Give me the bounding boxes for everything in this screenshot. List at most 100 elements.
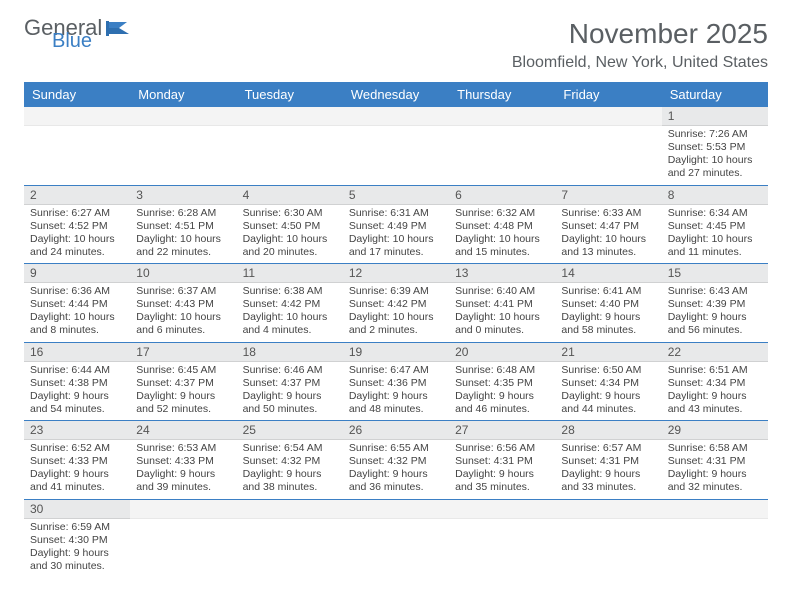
calendar-cell: 6Sunrise: 6:32 AMSunset: 4:48 PMDaylight… xyxy=(449,185,555,264)
sunrise-text: Sunrise: 6:53 AM xyxy=(136,442,230,455)
calendar-cell: 18Sunrise: 6:46 AMSunset: 4:37 PMDayligh… xyxy=(237,342,343,421)
sunrise-text: Sunrise: 6:32 AM xyxy=(455,207,549,220)
day-body: Sunrise: 6:27 AMSunset: 4:52 PMDaylight:… xyxy=(24,205,130,264)
day-number: 8 xyxy=(662,186,768,205)
calendar-cell: 2Sunrise: 6:27 AMSunset: 4:52 PMDaylight… xyxy=(24,185,130,264)
day-body: Sunrise: 6:53 AMSunset: 4:33 PMDaylight:… xyxy=(130,440,236,499)
daylight-text: Daylight: 9 hours and 52 minutes. xyxy=(136,390,230,416)
daylight-text: Daylight: 10 hours and 0 minutes. xyxy=(455,311,549,337)
daylight-text: Daylight: 10 hours and 6 minutes. xyxy=(136,311,230,337)
day-body: Sunrise: 6:46 AMSunset: 4:37 PMDaylight:… xyxy=(237,362,343,421)
day-number xyxy=(343,107,449,126)
brand-logo: General Blue xyxy=(24,18,133,50)
sunrise-text: Sunrise: 6:58 AM xyxy=(668,442,762,455)
calendar-cell: 24Sunrise: 6:53 AMSunset: 4:33 PMDayligh… xyxy=(130,421,236,500)
calendar-cell: 25Sunrise: 6:54 AMSunset: 4:32 PMDayligh… xyxy=(237,421,343,500)
sunset-text: Sunset: 4:51 PM xyxy=(136,220,230,233)
day-body: Sunrise: 6:45 AMSunset: 4:37 PMDaylight:… xyxy=(130,362,236,421)
sunrise-text: Sunrise: 6:30 AM xyxy=(243,207,337,220)
sunrise-text: Sunrise: 6:31 AM xyxy=(349,207,443,220)
sunset-text: Sunset: 4:35 PM xyxy=(455,377,549,390)
calendar-cell xyxy=(555,499,661,577)
calendar-cell xyxy=(130,107,236,185)
daylight-text: Daylight: 10 hours and 15 minutes. xyxy=(455,233,549,259)
day-number: 1 xyxy=(662,107,768,126)
sunrise-text: Sunrise: 6:39 AM xyxy=(349,285,443,298)
calendar-week-row: 16Sunrise: 6:44 AMSunset: 4:38 PMDayligh… xyxy=(24,342,768,421)
day-body: Sunrise: 6:40 AMSunset: 4:41 PMDaylight:… xyxy=(449,283,555,342)
daylight-text: Daylight: 9 hours and 35 minutes. xyxy=(455,468,549,494)
day-number: 19 xyxy=(343,343,449,362)
day-number: 26 xyxy=(343,421,449,440)
calendar-cell xyxy=(237,107,343,185)
daylight-text: Daylight: 9 hours and 32 minutes. xyxy=(668,468,762,494)
sunset-text: Sunset: 4:37 PM xyxy=(136,377,230,390)
day-body: Sunrise: 6:30 AMSunset: 4:50 PMDaylight:… xyxy=(237,205,343,264)
calendar-cell: 4Sunrise: 6:30 AMSunset: 4:50 PMDaylight… xyxy=(237,185,343,264)
calendar-cell: 15Sunrise: 6:43 AMSunset: 4:39 PMDayligh… xyxy=(662,264,768,343)
day-body: Sunrise: 6:44 AMSunset: 4:38 PMDaylight:… xyxy=(24,362,130,421)
sunset-text: Sunset: 5:53 PM xyxy=(668,141,762,154)
calendar-cell: 17Sunrise: 6:45 AMSunset: 4:37 PMDayligh… xyxy=(130,342,236,421)
calendar-week-row: 2Sunrise: 6:27 AMSunset: 4:52 PMDaylight… xyxy=(24,185,768,264)
sunset-text: Sunset: 4:30 PM xyxy=(30,534,124,547)
day-number: 29 xyxy=(662,421,768,440)
weekday-header: Tuesday xyxy=(237,82,343,107)
calendar-cell: 19Sunrise: 6:47 AMSunset: 4:36 PMDayligh… xyxy=(343,342,449,421)
calendar-cell xyxy=(130,499,236,577)
weekday-header: Wednesday xyxy=(343,82,449,107)
day-body: Sunrise: 6:55 AMSunset: 4:32 PMDaylight:… xyxy=(343,440,449,499)
header: General Blue November 2025 Bloomfield, N… xyxy=(24,18,768,72)
calendar-cell: 5Sunrise: 6:31 AMSunset: 4:49 PMDaylight… xyxy=(343,185,449,264)
calendar-cell: 12Sunrise: 6:39 AMSunset: 4:42 PMDayligh… xyxy=(343,264,449,343)
day-body: Sunrise: 6:36 AMSunset: 4:44 PMDaylight:… xyxy=(24,283,130,342)
sunrise-text: Sunrise: 6:54 AM xyxy=(243,442,337,455)
day-number: 13 xyxy=(449,264,555,283)
sunrise-text: Sunrise: 6:46 AM xyxy=(243,364,337,377)
daylight-text: Daylight: 9 hours and 33 minutes. xyxy=(561,468,655,494)
sunrise-text: Sunrise: 6:37 AM xyxy=(136,285,230,298)
sunset-text: Sunset: 4:32 PM xyxy=(349,455,443,468)
sunrise-text: Sunrise: 6:51 AM xyxy=(668,364,762,377)
sunset-text: Sunset: 4:47 PM xyxy=(561,220,655,233)
calendar-cell xyxy=(662,499,768,577)
day-body: Sunrise: 6:57 AMSunset: 4:31 PMDaylight:… xyxy=(555,440,661,499)
day-body: Sunrise: 6:28 AMSunset: 4:51 PMDaylight:… xyxy=(130,205,236,264)
day-body: Sunrise: 6:54 AMSunset: 4:32 PMDaylight:… xyxy=(237,440,343,499)
day-number: 12 xyxy=(343,264,449,283)
weekday-header: Sunday xyxy=(24,82,130,107)
sunrise-text: Sunrise: 6:28 AM xyxy=(136,207,230,220)
day-number xyxy=(130,500,236,519)
day-number xyxy=(343,500,449,519)
day-number: 27 xyxy=(449,421,555,440)
sunset-text: Sunset: 4:31 PM xyxy=(455,455,549,468)
calendar-cell: 23Sunrise: 6:52 AMSunset: 4:33 PMDayligh… xyxy=(24,421,130,500)
day-body: Sunrise: 6:38 AMSunset: 4:42 PMDaylight:… xyxy=(237,283,343,342)
day-number: 30 xyxy=(24,500,130,519)
title-block: November 2025 Bloomfield, New York, Unit… xyxy=(512,18,768,72)
daylight-text: Daylight: 10 hours and 27 minutes. xyxy=(668,154,762,180)
day-number: 6 xyxy=(449,186,555,205)
calendar-cell xyxy=(449,107,555,185)
daylight-text: Daylight: 9 hours and 48 minutes. xyxy=(349,390,443,416)
weekday-header: Monday xyxy=(130,82,236,107)
calendar-cell: 8Sunrise: 6:34 AMSunset: 4:45 PMDaylight… xyxy=(662,185,768,264)
sunrise-text: Sunrise: 7:26 AM xyxy=(668,128,762,141)
sunrise-text: Sunrise: 6:57 AM xyxy=(561,442,655,455)
day-number: 20 xyxy=(449,343,555,362)
sunset-text: Sunset: 4:50 PM xyxy=(243,220,337,233)
day-body: Sunrise: 6:51 AMSunset: 4:34 PMDaylight:… xyxy=(662,362,768,421)
calendar-cell xyxy=(24,107,130,185)
calendar-cell: 29Sunrise: 6:58 AMSunset: 4:31 PMDayligh… xyxy=(662,421,768,500)
day-body: Sunrise: 6:47 AMSunset: 4:36 PMDaylight:… xyxy=(343,362,449,421)
sunset-text: Sunset: 4:34 PM xyxy=(668,377,762,390)
sunrise-text: Sunrise: 6:36 AM xyxy=(30,285,124,298)
day-number xyxy=(130,107,236,126)
calendar-cell: 20Sunrise: 6:48 AMSunset: 4:35 PMDayligh… xyxy=(449,342,555,421)
day-number: 9 xyxy=(24,264,130,283)
sunrise-text: Sunrise: 6:38 AM xyxy=(243,285,337,298)
sunset-text: Sunset: 4:38 PM xyxy=(30,377,124,390)
sunset-text: Sunset: 4:33 PM xyxy=(136,455,230,468)
brand-part2: Blue xyxy=(52,32,133,50)
calendar-week-row: 1 Sunrise: 7:26 AMSunset: 5:53 PMDaylight… xyxy=(24,107,768,185)
